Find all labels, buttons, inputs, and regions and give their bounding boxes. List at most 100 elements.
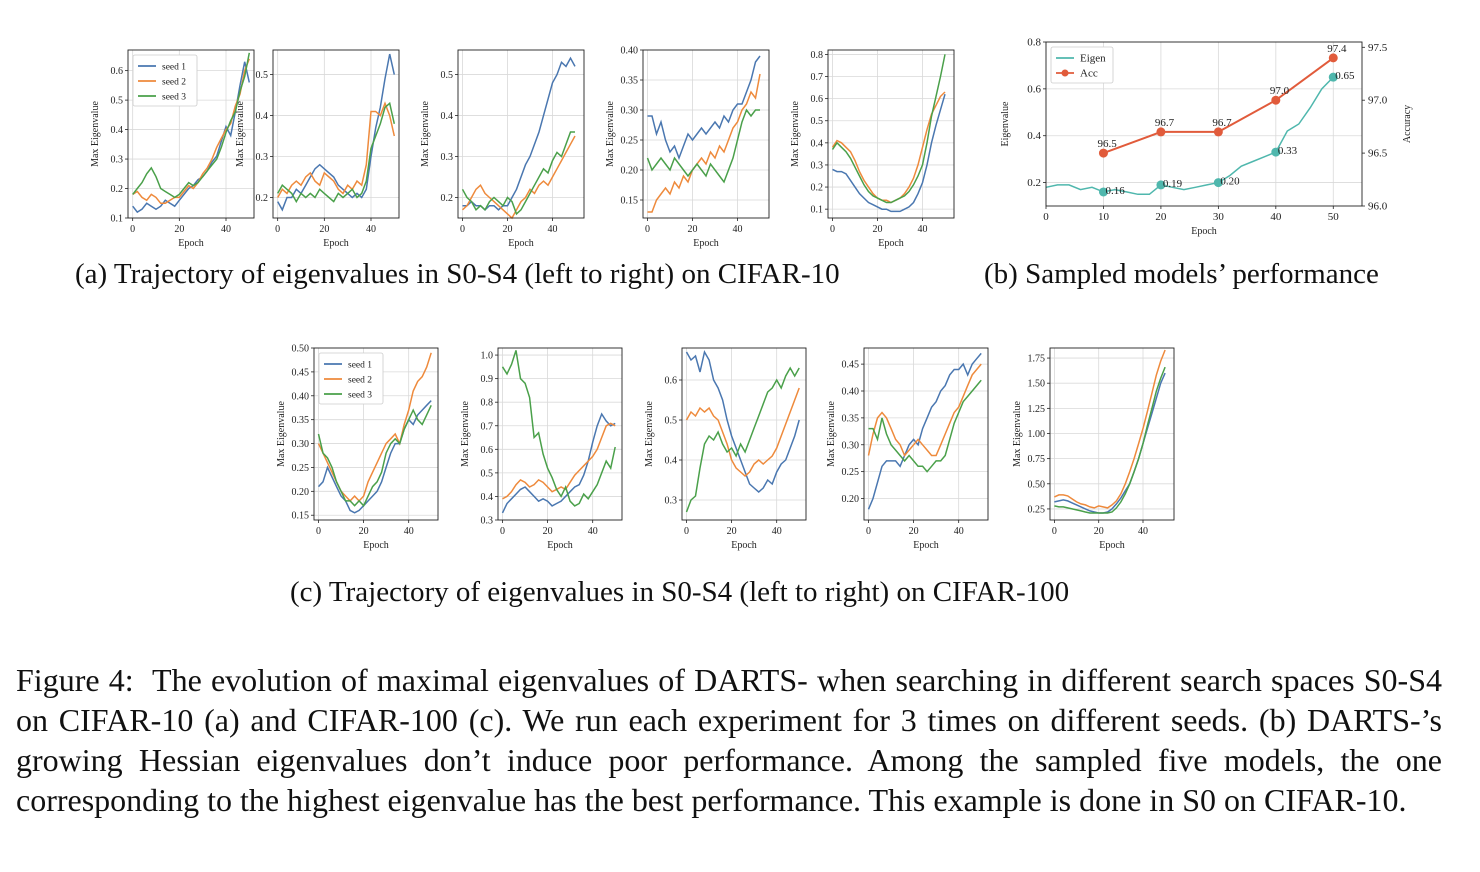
series-line-seed-3 — [831, 54, 946, 204]
series-line-seed-1 — [277, 53, 396, 212]
acc-annotation: 97.0 — [1270, 85, 1290, 97]
legend-box — [132, 54, 198, 107]
axes-frame — [497, 347, 623, 521]
y-tick-label: 0.2 — [1027, 177, 1041, 189]
x-tick-label: 20 — [1094, 526, 1104, 537]
x-axis-label: Epoch — [547, 540, 573, 551]
eigen-marker — [1098, 187, 1108, 197]
y-tick-label: 0.8 — [811, 50, 824, 61]
x-tick-label: 30 — [1213, 211, 1225, 223]
eigen-marker — [1156, 180, 1166, 190]
y-tick-label: 0.15 — [292, 511, 310, 522]
y-tick-label: 0.5 — [111, 96, 124, 107]
x-tick-label: 0 — [866, 526, 871, 537]
axes-frame — [313, 347, 439, 521]
series-line-seed-1 — [867, 352, 982, 510]
y-tick-label: 0.8 — [1027, 37, 1041, 49]
chart-c-s2: 0 20 40 0.3 0.4 0.5 0.6 Epoch Max Eigenvalue — [644, 347, 807, 551]
eigen-annotation: 0.16 — [1105, 185, 1125, 197]
chart-c-s3: 0 20 40 0.20 0.25 0.30 0.35 0.40 0.45 Epoch Max Ei… — [826, 347, 989, 551]
y-tick-label: 0.4 — [665, 456, 678, 467]
x-tick-label: 40 — [1138, 526, 1148, 537]
y-tick-label: 0.6 — [811, 94, 824, 105]
y2-tick-label: 97.5 — [1368, 42, 1388, 54]
axes-frame — [642, 49, 770, 219]
series-line-seed-2 — [831, 91, 946, 204]
caption-a: (a) Trajectory of eigenvalues in S0-S4 (… — [75, 258, 840, 290]
x-axis-label: Epoch — [913, 540, 939, 551]
y-axis-label: Max Eigenvalue — [1012, 401, 1023, 467]
chart-a-s4: 0 20 40 0.1 0.2 0.3 0.4 0.5 0.6 0.7 0.8 Epoch Max Ei… — [790, 49, 955, 249]
y-tick-label: 0.35 — [842, 413, 860, 424]
x-tick-label: 0 — [684, 526, 689, 537]
y-tick-label: 0.3 — [256, 152, 269, 163]
x-tick-label: 20 — [359, 526, 369, 537]
x-tick-label: 40 — [772, 526, 782, 537]
y-tick-label: 0.7 — [481, 421, 494, 432]
y-tick-label: 0.35 — [621, 76, 639, 87]
x-tick-label: 0 — [460, 224, 465, 235]
caption-c: (c) Trajectory of eigenvalues in S0-S4 (… — [290, 576, 1070, 608]
y-tick-label: 0.2 — [111, 184, 124, 195]
x-tick-label: 40 — [954, 526, 964, 537]
x-axis-label: Epoch — [178, 238, 204, 249]
y-tick-label: 0.25 — [621, 136, 639, 147]
y-tick-label: 0.5 — [256, 70, 269, 81]
y2-axis-label: Accuracy — [1402, 105, 1413, 143]
y-tick-label: 0.5 — [811, 116, 824, 127]
y-axis-label: Max Eigenvalue — [790, 101, 801, 167]
y2-tick-label: 97.0 — [1368, 95, 1388, 107]
y-axis-label: Max Eigenvalue — [826, 401, 837, 467]
y-tick-label: 0.6 — [111, 66, 124, 77]
x-axis-label: Epoch — [731, 540, 757, 551]
y-tick-label: 0.5 — [441, 70, 454, 81]
chart-a-s0: 0 20 40 0.1 0.2 0.3 0.4 0.5 0.6 Epoch Max Eigenval… — [90, 49, 255, 249]
acc-annotation: 96.5 — [1097, 138, 1117, 150]
acc-marker — [1213, 127, 1223, 137]
x-tick-label: 20 — [909, 526, 919, 537]
eigen-annotation: 0.20 — [1220, 176, 1240, 188]
x-tick-label: 0 — [130, 224, 135, 235]
y-tick-label: 1.25 — [1028, 404, 1046, 415]
legend-marker — [1061, 69, 1069, 77]
axes-frame — [272, 49, 400, 219]
x-axis-label: Epoch — [1099, 540, 1125, 551]
x-axis-label: Epoch — [693, 238, 719, 249]
x-tick-label: 0 — [316, 526, 321, 537]
chart-a-s3: 0 20 40 0.15 0.20 0.25 0.30 0.35 0.40 Epoch Max Ei… — [605, 46, 770, 249]
legend-label: Eigen — [1080, 53, 1106, 65]
x-tick-label: 40 — [404, 526, 414, 537]
series-line-seed-2 — [461, 135, 576, 220]
y-axis-label: Max Eigenvalue — [644, 401, 655, 467]
series-line-seed-1 — [501, 412, 616, 514]
y-tick-label: 1.50 — [1028, 379, 1046, 390]
y-tick-label: 0.15 — [621, 196, 639, 207]
x-axis-label: Epoch — [508, 238, 534, 249]
series-line-seed-1 — [647, 55, 761, 161]
y-tick-label: 0.25 — [292, 463, 310, 474]
y-tick-label: 0.7 — [811, 72, 824, 83]
y-tick-label: 0.2 — [811, 183, 824, 194]
y-tick-label: 0.4 — [811, 138, 824, 149]
y-tick-label: 0.6 — [481, 445, 494, 456]
x-axis-label: Epoch — [363, 540, 389, 551]
series-line-seed-1 — [685, 349, 800, 493]
series-line-eigen — [1045, 76, 1334, 196]
x-tick-label: 20 — [543, 526, 553, 537]
y-tick-label: 0.5 — [665, 416, 678, 427]
x-tick-label: 40 — [221, 224, 231, 235]
axes-frame — [127, 49, 255, 219]
series-line-seed-3 — [685, 366, 800, 513]
x-tick-label: 20 — [1155, 211, 1167, 223]
chart-c-s1: 0 20 40 0.3 0.4 0.5 0.6 0.7 0.8 0.9 1.0 Epoch Max Ei… — [460, 347, 623, 551]
series-line-seed-2 — [685, 387, 800, 478]
y-axis-label: Max Eigenvalue — [90, 101, 101, 167]
y-tick-label: 0.2 — [256, 193, 269, 204]
y-tick-label: 0.20 — [842, 494, 860, 505]
y-tick-label: 0.4 — [481, 492, 494, 503]
legend-label: seed 3 — [348, 391, 372, 401]
series-line-seed-3 — [277, 101, 396, 204]
chart-c-s0: 0 20 40 0.15 0.20 0.25 0.30 0.35 0.40 0.45 0.50 Epo… — [276, 344, 439, 551]
axes-frame — [1049, 347, 1175, 521]
x-tick-label: 40 — [733, 224, 743, 235]
